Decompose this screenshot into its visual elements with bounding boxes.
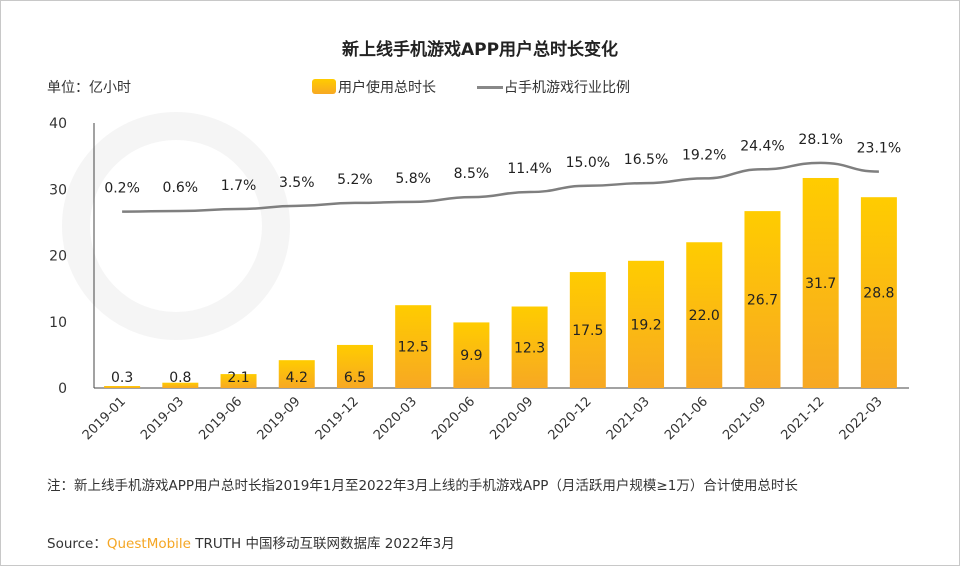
bar xyxy=(336,344,373,388)
bar-data-label: 12.3 xyxy=(514,340,545,356)
x-tick-label: 2020-12 xyxy=(546,394,595,443)
line-data-label: 11.4% xyxy=(507,161,551,177)
line-data-label: 0.6% xyxy=(163,180,199,196)
footnote: 注：新上线手机游戏APP用户总时长指2019年1月至2022年3月上线的手机游戏… xyxy=(47,478,798,494)
legend-bar-label: 用户使用总时长 xyxy=(338,80,436,96)
x-tick-label: 2020-03 xyxy=(371,394,420,443)
line-data-label: 16.5% xyxy=(624,152,668,168)
line-data-label: 23.1% xyxy=(857,141,901,157)
x-tick-label: 2021-06 xyxy=(662,394,711,443)
source-rest: TRUTH 中国移动互联网数据库 2022年3月 xyxy=(190,536,455,552)
bar-data-label: 22.0 xyxy=(689,308,720,324)
line-data-label: 5.8% xyxy=(395,171,431,187)
line-data-label: 8.5% xyxy=(454,166,490,182)
x-tick-label: 2019-03 xyxy=(138,394,187,443)
x-tick-label: 2020-09 xyxy=(487,394,536,443)
unit-label: 单位：亿小时 xyxy=(47,80,131,96)
legend-swatch-bar xyxy=(312,79,336,94)
x-tick-label: 2020-06 xyxy=(429,394,478,443)
bar-data-label: 31.7 xyxy=(805,276,836,292)
source-brand: QuestMobile xyxy=(106,536,191,552)
legend-swatch-line xyxy=(477,86,503,89)
bar xyxy=(569,272,606,388)
chart-title: 新上线手机游戏APP用户总时长变化 xyxy=(341,40,619,60)
bar-data-label: 26.7 xyxy=(747,293,778,309)
bar-data-label: 2.1 xyxy=(227,370,249,386)
y-tick-label: 30 xyxy=(49,182,67,198)
x-tick-label: 2021-12 xyxy=(778,394,827,443)
bar-data-label: 19.2 xyxy=(630,317,661,333)
bar xyxy=(162,382,199,388)
bar xyxy=(220,374,257,388)
line-series xyxy=(122,161,879,213)
bar xyxy=(104,386,141,388)
line-data-label: 19.2% xyxy=(682,147,726,163)
bar xyxy=(395,305,432,388)
line-data-label: 1.7% xyxy=(221,178,257,194)
x-tick-label: 2019-06 xyxy=(196,394,245,443)
bar xyxy=(744,211,781,388)
line-data-label: 15.0% xyxy=(566,155,610,171)
bar xyxy=(686,242,723,388)
bar-data-label: 17.5 xyxy=(572,323,603,339)
bar-data-label: 9.9 xyxy=(460,348,482,364)
bar-data-label: 28.8 xyxy=(863,286,894,302)
bar xyxy=(511,306,548,388)
line-data-label: 24.4% xyxy=(740,138,784,154)
x-tick-label: 2019-01 xyxy=(80,394,129,443)
bar xyxy=(453,322,490,388)
line-data-label: 3.5% xyxy=(279,175,315,191)
source-line: Source：QuestMobile TRUTH 中国移动互联网数据库 2022… xyxy=(47,532,455,552)
line-data-label: 0.2% xyxy=(104,181,140,197)
bar xyxy=(860,197,897,388)
line-data-label: 5.2% xyxy=(337,172,373,188)
chart-plot: 0 10 20 30 40 0.3 2019-01 0.8 2019-03 2.1 2019-06 4… xyxy=(49,112,909,443)
watermark-logo xyxy=(62,112,290,340)
bar xyxy=(278,360,315,388)
y-tick-label: 0 xyxy=(58,381,67,397)
x-tick-label: 2019-09 xyxy=(255,394,304,443)
bar-data-label: 6.5 xyxy=(344,370,366,386)
source-prefix: Source： xyxy=(47,536,107,552)
x-tick-label: 2022-03 xyxy=(837,394,886,443)
bar-data-label: 0.8 xyxy=(169,370,191,386)
bar-data-label: 4.2 xyxy=(286,370,308,386)
x-tick-label: 2019-12 xyxy=(313,394,362,443)
bar-data-label: 0.3 xyxy=(111,370,133,386)
x-tick-label: 2021-03 xyxy=(604,394,653,443)
legend-line-label: 占手机游戏行业比例 xyxy=(504,80,630,96)
y-tick-label: 20 xyxy=(49,249,67,265)
bar xyxy=(802,177,839,388)
line-data-label: 28.1% xyxy=(798,132,842,148)
y-tick-label: 40 xyxy=(49,116,67,132)
bar xyxy=(628,260,665,388)
y-tick-label: 10 xyxy=(49,315,67,331)
bar-data-label: 12.5 xyxy=(398,340,429,356)
x-tick-label: 2021-09 xyxy=(720,394,769,443)
